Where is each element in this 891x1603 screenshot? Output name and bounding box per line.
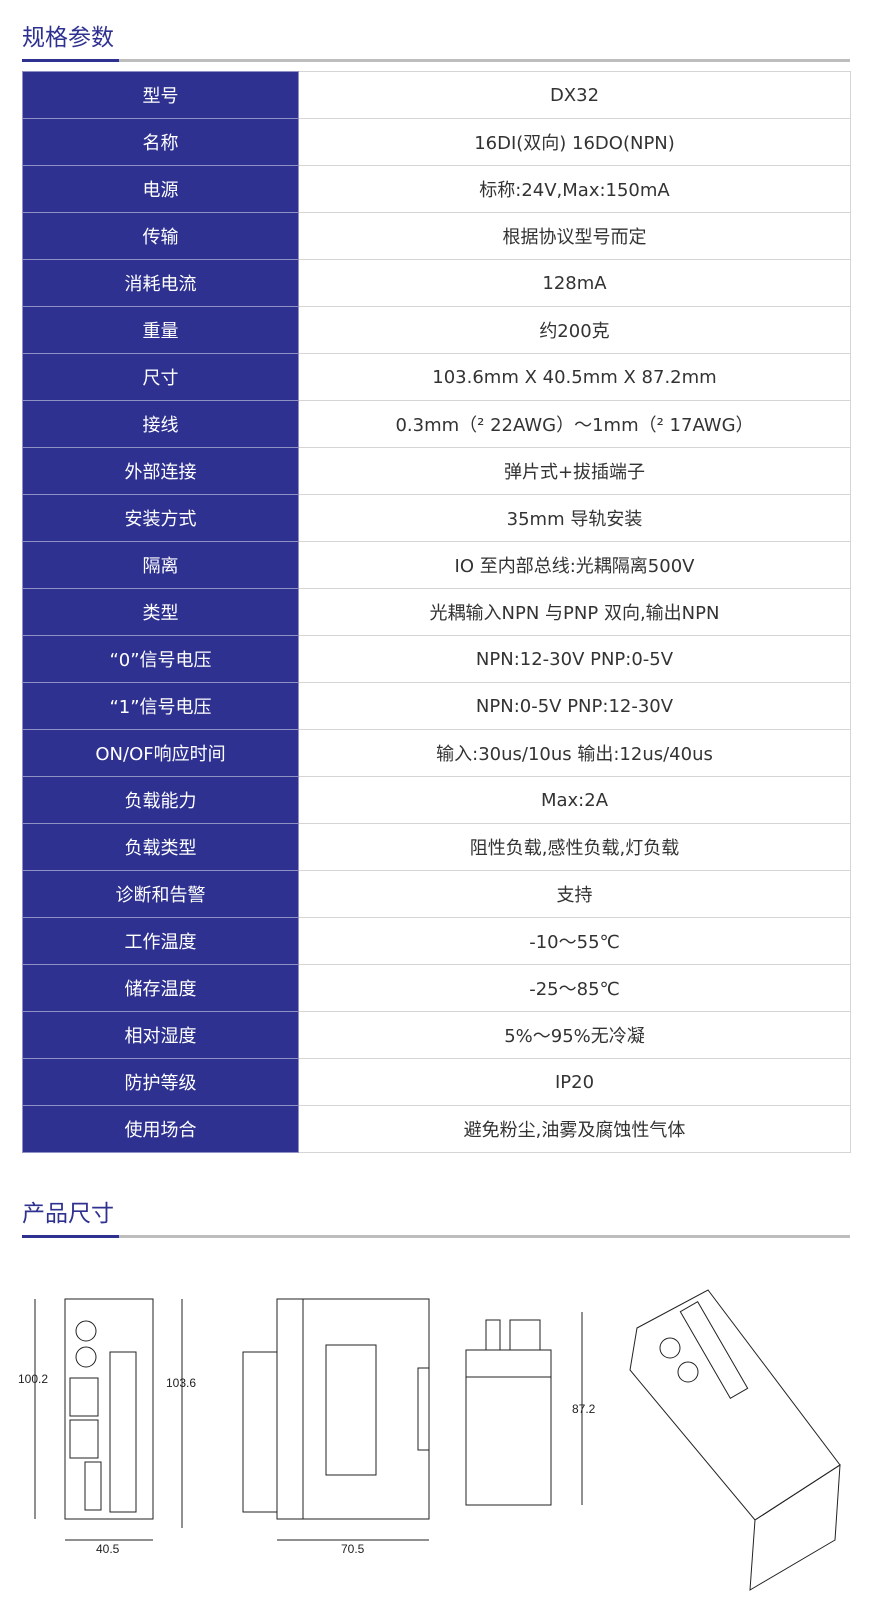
front-view-drawing: 100.2 103.6 40.5	[18, 1298, 196, 1556]
spec-label: 电源	[22, 165, 299, 213]
spec-row: 相对湿度 5%～95%无冷凝	[22, 1011, 851, 1059]
spec-label: “0”信号电压	[22, 635, 299, 683]
spec-value: 标称:24V,Max:150mA	[298, 165, 851, 213]
spec-row: 外部连接 弹片式+拔插端子	[22, 447, 851, 495]
spec-row: 安装方式 35mm 导轨安装	[22, 494, 851, 542]
spec-value: 128mA	[298, 259, 851, 307]
dim-depth: 70.5	[341, 1542, 365, 1556]
spec-value: 光耦输入NPN 与PNP 双向,输出NPN	[298, 588, 851, 636]
spec-label: 传输	[22, 212, 299, 260]
dim-side-height: 87.2	[572, 1402, 596, 1416]
spec-label: 接线	[22, 400, 299, 448]
spec-label: 相对湿度	[22, 1011, 299, 1059]
spec-row: 隔离 IO 至内部总线:光耦隔离500V	[22, 541, 851, 589]
spec-value: DX32	[298, 71, 851, 119]
spec-row: “1”信号电压 NPN:0-5V PNP:12-30V	[22, 682, 851, 730]
spec-row: 负载能力 Max:2A	[22, 776, 851, 824]
isometric-view-drawing	[629, 1289, 841, 1591]
dim-height-a: 100.2	[18, 1372, 48, 1386]
dimension-section-title: 产品尺寸	[22, 1201, 114, 1227]
spec-value: 避免粉尘,油雾及腐蚀性气体	[298, 1105, 851, 1153]
spec-row: 诊断和告警 支持	[22, 870, 851, 918]
spec-row: “0”信号电压 NPN:12-30V PNP:0-5V	[22, 635, 851, 683]
spec-label: 诊断和告警	[22, 870, 299, 918]
spec-value: NPN:12-30V PNP:0-5V	[298, 635, 851, 683]
spec-label: 工作温度	[22, 917, 299, 965]
spec-table: 型号 DX32 名称 16DI(双向) 16DO(NPN) 电源 标称:24V,Max:1…	[22, 71, 851, 1153]
spec-value: 弹片式+拔插端子	[298, 447, 851, 495]
spec-row: 消耗电流 128mA	[22, 259, 851, 307]
spec-row: 防护等级 IP20	[22, 1058, 851, 1106]
spec-label: 负载能力	[22, 776, 299, 824]
spec-row: 尺寸 103.6mm X 40.5mm X 87.2mm	[22, 353, 851, 401]
spec-value: 阻性负载,感性负载,灯负载	[298, 823, 851, 871]
spec-value: NPN:0-5V PNP:12-30V	[298, 682, 851, 730]
spec-value: 根据协议型号而定	[298, 212, 851, 260]
dim-height-b: 103.6	[166, 1376, 196, 1390]
divider	[22, 1235, 850, 1238]
spec-value: 0.3mm（² 22AWG）～1mm（² 17AWG）	[298, 400, 851, 448]
spec-row: 名称 16DI(双向) 16DO(NPN)	[22, 118, 851, 166]
spec-value: 支持	[298, 870, 851, 918]
spec-value: 输入:30us/10us 输出:12us/40us	[298, 729, 851, 777]
dim-width: 40.5	[96, 1542, 120, 1556]
side-view-drawing: 70.5	[242, 1298, 430, 1556]
spec-label: 使用场合	[22, 1105, 299, 1153]
spec-value: 103.6mm X 40.5mm X 87.2mm	[298, 353, 851, 401]
spec-row: 工作温度 -10～55℃	[22, 917, 851, 965]
spec-value: IO 至内部总线:光耦隔离500V	[298, 541, 851, 589]
spec-label: 重量	[22, 306, 299, 354]
spec-row: 负载类型 阻性负载,感性负载,灯负载	[22, 823, 851, 871]
divider	[22, 59, 850, 62]
spec-label: 安装方式	[22, 494, 299, 542]
spec-label: 外部连接	[22, 447, 299, 495]
spec-row: 型号 DX32	[22, 71, 851, 119]
spec-label: 名称	[22, 118, 299, 166]
spec-label: “1”信号电压	[22, 682, 299, 730]
spec-row: 重量 约200克	[22, 306, 851, 354]
spec-label: 尺寸	[22, 353, 299, 401]
spec-row: 储存温度 -25～85℃	[22, 964, 851, 1012]
spec-value: 5%～95%无冷凝	[298, 1011, 851, 1059]
dimension-drawings: 100.2 103.6 40.5 70.5 87.2	[18, 1289, 841, 1591]
spec-row: 电源 标称:24V,Max:150mA	[22, 165, 851, 213]
spec-row: 传输 根据协议型号而定	[22, 212, 851, 260]
spec-value: 35mm 导轨安装	[298, 494, 851, 542]
spec-row: 使用场合 避免粉尘,油雾及腐蚀性气体	[22, 1105, 851, 1153]
spec-row: ON/OF响应时间 输入:30us/10us 输出:12us/40us	[22, 729, 851, 777]
spec-value: -10～55℃	[298, 917, 851, 965]
spec-value: IP20	[298, 1058, 851, 1106]
spec-value: -25～85℃	[298, 964, 851, 1012]
spec-label: 消耗电流	[22, 259, 299, 307]
spec-section-title: 规格参数	[22, 25, 114, 51]
spec-value: Max:2A	[298, 776, 851, 824]
spec-label: 储存温度	[22, 964, 299, 1012]
spec-label: ON/OF响应时间	[22, 729, 299, 777]
spec-label: 负载类型	[22, 823, 299, 871]
spec-label: 隔离	[22, 541, 299, 589]
spec-row: 类型 光耦输入NPN 与PNP 双向,输出NPN	[22, 588, 851, 636]
spec-value: 16DI(双向) 16DO(NPN)	[298, 118, 851, 166]
top-view-drawing: 87.2	[465, 1312, 596, 1506]
spec-row: 接线 0.3mm（² 22AWG）～1mm（² 17AWG）	[22, 400, 851, 448]
spec-label: 型号	[22, 71, 299, 119]
spec-label: 类型	[22, 588, 299, 636]
spec-value: 约200克	[298, 306, 851, 354]
spec-label: 防护等级	[22, 1058, 299, 1106]
